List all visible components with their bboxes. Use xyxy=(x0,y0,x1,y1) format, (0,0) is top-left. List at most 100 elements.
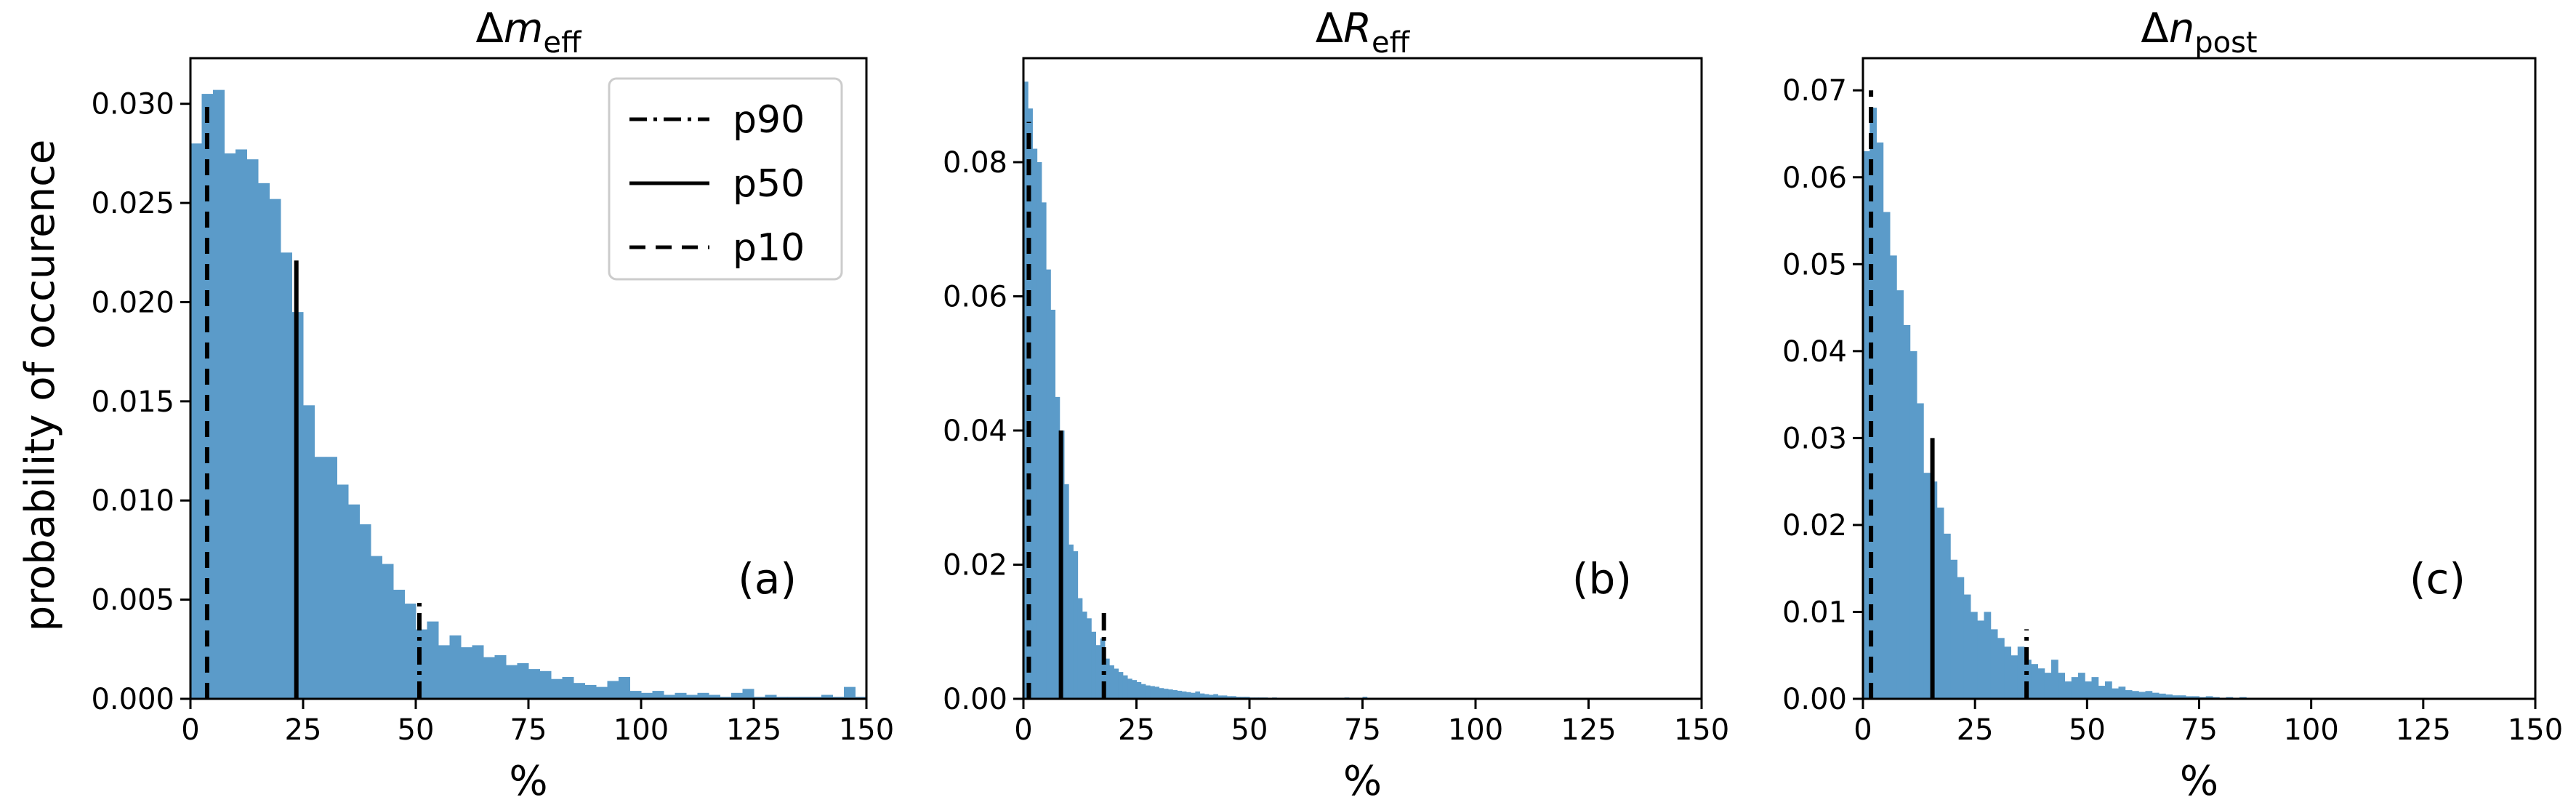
histogram-bar xyxy=(1936,508,1944,699)
histogram-bar xyxy=(461,647,472,699)
histogram-bar xyxy=(1222,695,1228,699)
histogram-bar xyxy=(449,635,462,699)
histogram-bar xyxy=(438,645,450,699)
histogram-bar xyxy=(1145,685,1151,699)
histogram-bar xyxy=(1191,692,1196,699)
histogram-bar xyxy=(1177,690,1183,699)
y-tick-label: 0.04 xyxy=(943,414,1007,448)
histogram-bar xyxy=(1186,692,1191,699)
histogram-bar xyxy=(2125,690,2133,699)
histogram-bar xyxy=(1990,629,1998,699)
histogram-bar xyxy=(675,692,687,699)
y-tick-label: 0.020 xyxy=(91,286,174,319)
histogram-bar xyxy=(1037,161,1042,700)
histogram-bar xyxy=(1984,612,1992,699)
histogram-bar xyxy=(1100,638,1106,699)
x-tick-label: 25 xyxy=(285,713,322,747)
legend-label: p90 xyxy=(733,98,805,142)
histogram-bar xyxy=(1876,142,1884,699)
histogram-bar xyxy=(506,665,518,699)
x-axis-label: % xyxy=(2180,758,2218,805)
histogram-bar xyxy=(1213,694,1218,699)
x-tick-label: 75 xyxy=(1344,713,1381,747)
y-tick-label: 0.03 xyxy=(1782,422,1847,455)
histogram-bar xyxy=(281,252,292,700)
panel-title: Δmeff xyxy=(475,5,581,60)
histogram-bar xyxy=(1118,672,1124,699)
y-tick-label: 0.00 xyxy=(943,683,1007,716)
histogram-bar xyxy=(382,564,394,699)
histogram-bar xyxy=(742,689,754,699)
histogram-bar xyxy=(393,589,405,699)
histogram-bar xyxy=(664,694,675,699)
histogram-bar xyxy=(607,681,619,699)
histogram-bar xyxy=(2004,646,2011,699)
histogram-bar xyxy=(1073,551,1079,699)
histogram-bar xyxy=(2178,695,2186,699)
histogram-bar xyxy=(1231,696,1236,699)
histogram-bar xyxy=(2051,660,2058,699)
histogram-bar xyxy=(1963,594,1971,699)
y-tick-label: 0.06 xyxy=(943,280,1007,313)
x-tick-label: 125 xyxy=(726,713,781,747)
histogram-bar xyxy=(348,504,360,699)
x-tick-label: 25 xyxy=(1118,713,1155,747)
x-tick-label: 150 xyxy=(1674,713,1729,747)
histogram-bar xyxy=(629,691,642,699)
histogram-bar xyxy=(2037,668,2045,699)
histogram-bar xyxy=(1046,269,1051,699)
histogram-bar xyxy=(731,692,743,699)
histogram-bar xyxy=(2186,696,2193,699)
x-tick-label: 100 xyxy=(2283,713,2338,747)
histogram-bar xyxy=(765,694,777,699)
histogram-bar xyxy=(1957,577,1965,699)
y-axis-label: probability of occurence xyxy=(17,140,64,632)
histogram-bar xyxy=(1077,598,1083,699)
histogram-bar xyxy=(1204,694,1209,699)
histogram-bar xyxy=(1909,351,1917,699)
x-tick-label: 0 xyxy=(1853,713,1872,747)
histogram-bar xyxy=(2192,696,2199,699)
histogram-bar xyxy=(2132,691,2139,699)
histogram-bar xyxy=(1863,151,1870,699)
histogram-bar xyxy=(472,645,484,699)
y-tick-label: 0.000 xyxy=(91,683,174,716)
x-tick-label: 25 xyxy=(1957,713,1994,747)
histogram-bar xyxy=(1181,691,1187,699)
x-axis-label: % xyxy=(509,758,547,805)
histogram-bar xyxy=(1068,544,1074,699)
panel-a: 0 25 50 75 100 125 150 0.000 0.005 0.010 0.015 0.02… xyxy=(91,5,894,805)
histogram-bar xyxy=(1082,612,1087,699)
histogram-bar xyxy=(303,405,315,699)
histogram-bar xyxy=(2024,660,2032,699)
histogram-bar xyxy=(1950,559,1957,699)
histogram-bar xyxy=(619,676,630,699)
y-tick-label: 0.00 xyxy=(1782,683,1847,716)
histogram-bar xyxy=(2064,681,2072,699)
histogram-bar xyxy=(1168,689,1173,699)
histogram-bar xyxy=(1971,612,1978,699)
x-tick-label: 0 xyxy=(1014,713,1032,747)
y-tick-label: 0.025 xyxy=(91,187,174,220)
panel-tag: (a) xyxy=(738,554,797,604)
legend-label: p50 xyxy=(733,162,805,206)
histogram-bar xyxy=(596,686,608,699)
histogram-bar xyxy=(1055,396,1060,699)
histogram-bar xyxy=(1104,658,1110,699)
histogram-bar xyxy=(1869,108,1877,700)
histogram-bar xyxy=(584,684,597,699)
y-tick-label: 0.02 xyxy=(943,548,1007,582)
histogram-bar xyxy=(1883,212,1891,699)
histogram-bar xyxy=(1997,638,2005,699)
histogram-bar xyxy=(573,683,585,699)
y-tick-label: 0.01 xyxy=(1782,596,1847,629)
histogram-bar xyxy=(483,657,495,699)
histogram-bar xyxy=(1050,309,1056,700)
x-tick-label: 75 xyxy=(510,713,547,747)
histogram-bar xyxy=(2078,673,2085,699)
histogram-bar xyxy=(1154,686,1160,699)
histogram-bar xyxy=(2205,696,2213,699)
panel-title: ΔReff xyxy=(1316,5,1411,60)
histogram-bar xyxy=(1023,81,1029,699)
histogram-bar xyxy=(1095,645,1101,699)
